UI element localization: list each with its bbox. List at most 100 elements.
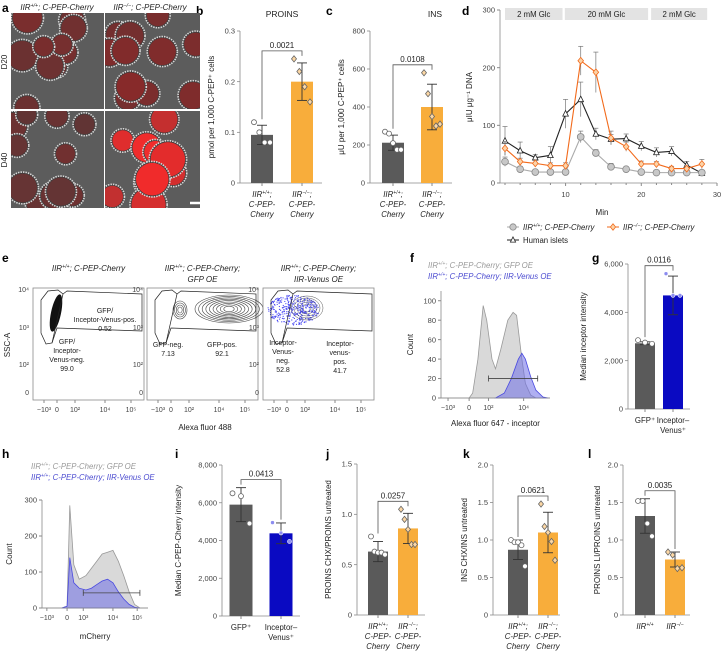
organoid-rim — [53, 141, 78, 166]
organoid-cherry-signal — [55, 144, 76, 164]
event-dot — [284, 313, 286, 315]
y-tick-label: 1.5 — [608, 498, 618, 507]
event-dot — [282, 315, 284, 317]
x-tick-label: 10⁴ — [330, 407, 341, 414]
gate-label: GFP-pos. — [207, 342, 237, 349]
genotype-superscript: +/+ — [31, 3, 39, 9]
series-2 — [501, 45, 706, 173]
x-tick-label: 10⁵ — [126, 407, 137, 414]
gate-percentage: 92.1 — [215, 351, 229, 358]
data-point-circle — [518, 542, 525, 549]
organoid-rim — [72, 111, 97, 137]
event-dot — [278, 312, 280, 314]
label-suffix: ; — [310, 190, 312, 199]
legend-label: IIR+/+; C-PEP-Cherry; GFP OE — [428, 261, 534, 270]
y-tick-label: 0.3 — [225, 27, 235, 36]
event-dot — [295, 306, 298, 308]
panel-letter-g: g — [592, 251, 599, 265]
genotype-superscript: +/+ — [291, 264, 299, 270]
bar — [635, 343, 655, 409]
positive-gate — [51, 290, 143, 344]
event-dot — [307, 304, 309, 306]
x-tick-label: −10³ — [37, 407, 52, 414]
event-dot — [278, 305, 280, 308]
y-axis-label: PROINS CHX/PROINS untreated — [324, 480, 333, 599]
bar — [665, 559, 685, 615]
event-dot — [301, 320, 303, 322]
event-dot — [293, 323, 295, 325]
panel-i-bar-chart: 0 2,000 4,000 6,000 8,000 Median C-PEP-Cherry… — [174, 461, 300, 642]
gate-percentage: 0.52 — [98, 326, 112, 333]
plot-title: IIR+/+; C-PEP-Cherry; — [281, 264, 357, 273]
genotype-superscript: +/+ — [438, 272, 445, 278]
data-point-dot — [663, 271, 669, 276]
event-dot — [311, 307, 313, 309]
p-value-label: 0.0108 — [400, 55, 425, 64]
event-dot — [311, 301, 313, 303]
genotype-superscript: +/+ — [175, 264, 183, 270]
event-dot — [292, 324, 295, 326]
organoid-cherry-signal — [12, 13, 43, 33]
x-tick-label: IIR+/+ — [636, 622, 653, 631]
data-point-triangle — [562, 109, 570, 117]
data-point-diamond — [290, 55, 298, 63]
event-dot — [291, 307, 293, 309]
event-dot — [274, 316, 276, 318]
event-dot — [287, 323, 289, 325]
gene-symbol: IIR — [666, 622, 676, 631]
plot-frame — [32, 287, 145, 401]
event-dot — [286, 308, 288, 310]
data-point-circle — [649, 340, 655, 347]
event-dot — [275, 311, 277, 314]
x-axis-label: Alexa fluor 647 - inceptor — [451, 419, 540, 428]
y-tick-label: 10³ — [133, 325, 144, 332]
genotype-superscript: −/− — [302, 190, 309, 196]
data-point-diamond — [516, 157, 524, 166]
y-axis-label: Median C-PEP-Cherry intensity — [174, 485, 183, 596]
panel-letter-f: f — [410, 251, 415, 265]
data-point-diamond — [420, 69, 428, 77]
error-bar — [427, 83, 437, 131]
data-point-diamond — [669, 551, 676, 559]
event-dot — [298, 319, 301, 321]
organoid-cherry-signal — [15, 95, 39, 109]
organoid-cherry-signal — [151, 111, 178, 133]
plot-frame — [146, 287, 259, 401]
x-tick-label: Cherry — [381, 210, 405, 219]
organoid-rim — [181, 30, 200, 59]
event-dot — [278, 308, 281, 310]
organoid-cherry-signal — [112, 37, 139, 64]
x-tick-label: 10⁴ — [214, 407, 225, 414]
event-dot — [287, 320, 290, 322]
legend-label: IIR+/+; C-PEP-Cherry — [523, 223, 596, 232]
event-dot — [306, 300, 309, 302]
x-tick-label: IIR−/−; — [422, 190, 441, 199]
data-point-diamond — [562, 161, 569, 170]
event-dot — [301, 309, 304, 311]
condition-label: 2 mM Glc — [517, 10, 550, 19]
data-point-circle — [637, 168, 646, 176]
event-dot — [308, 302, 310, 305]
data-point-circle — [386, 130, 392, 137]
bar — [291, 81, 313, 183]
x-tick-label: 10⁴ — [108, 615, 119, 622]
event-dot — [294, 297, 297, 299]
x-axis-label: Min — [596, 208, 609, 217]
plot-title: IIR-Venus OE — [294, 275, 344, 284]
y-axis-label: Count — [5, 543, 14, 565]
y-tick-label: 300 — [24, 496, 37, 505]
y-tick-label: 200 — [482, 63, 495, 72]
event-dot — [301, 307, 303, 309]
gate-label: Inceptor- — [53, 348, 81, 355]
data-point-circle — [531, 168, 540, 176]
y-tick-label: 100 — [482, 121, 495, 130]
y-tick-label: 6,000 — [198, 498, 217, 507]
genotype-superscript: +/+ — [41, 462, 48, 468]
plot-title: GFP OE — [188, 275, 219, 284]
event-dot — [288, 321, 290, 323]
panel-c-bar-chart: INS 0 200 400 600 800 μU per 1,000 C-PEP⁺ cell… — [337, 9, 452, 219]
data-point-diamond — [622, 142, 630, 151]
data-point-diamond — [501, 144, 509, 153]
